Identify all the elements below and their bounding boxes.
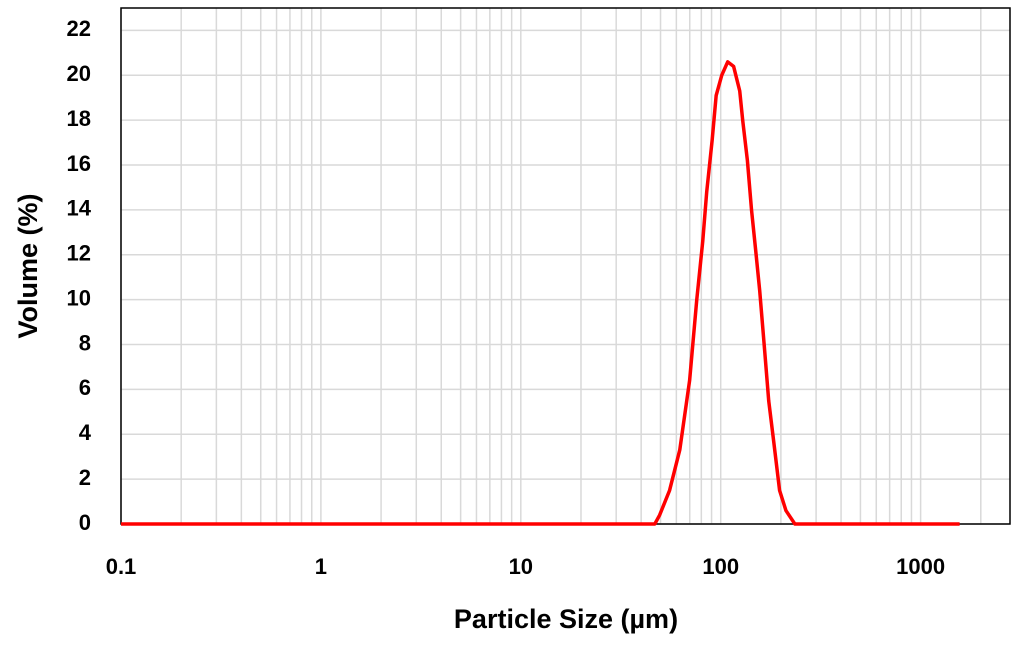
y-tick-label: 8 <box>79 330 91 355</box>
y-axis-title: Volume (%) <box>13 193 43 338</box>
y-tick-label: 12 <box>67 241 91 266</box>
x-axis-title: Particle Size (µm) <box>454 604 678 634</box>
y-tick-label: 16 <box>67 151 91 176</box>
y-tick-label: 10 <box>67 285 91 310</box>
data-line <box>121 60 960 526</box>
y-tick-label: 0 <box>79 510 91 535</box>
x-tick-label: 1 <box>315 554 327 579</box>
y-tick-label: 20 <box>67 61 91 86</box>
x-tick-label: 1000 <box>896 554 945 579</box>
y-tick-label: 14 <box>67 196 92 221</box>
x-tick-label: 0.1 <box>106 554 137 579</box>
y-tick-label: 22 <box>67 16 91 41</box>
y-tick-label: 4 <box>79 420 92 445</box>
y-tick-label: 18 <box>67 106 91 131</box>
y-tick-label: 2 <box>79 465 91 490</box>
x-tick-label: 10 <box>509 554 533 579</box>
x-tick-label: 100 <box>702 554 739 579</box>
y-tick-label: 6 <box>79 375 91 400</box>
